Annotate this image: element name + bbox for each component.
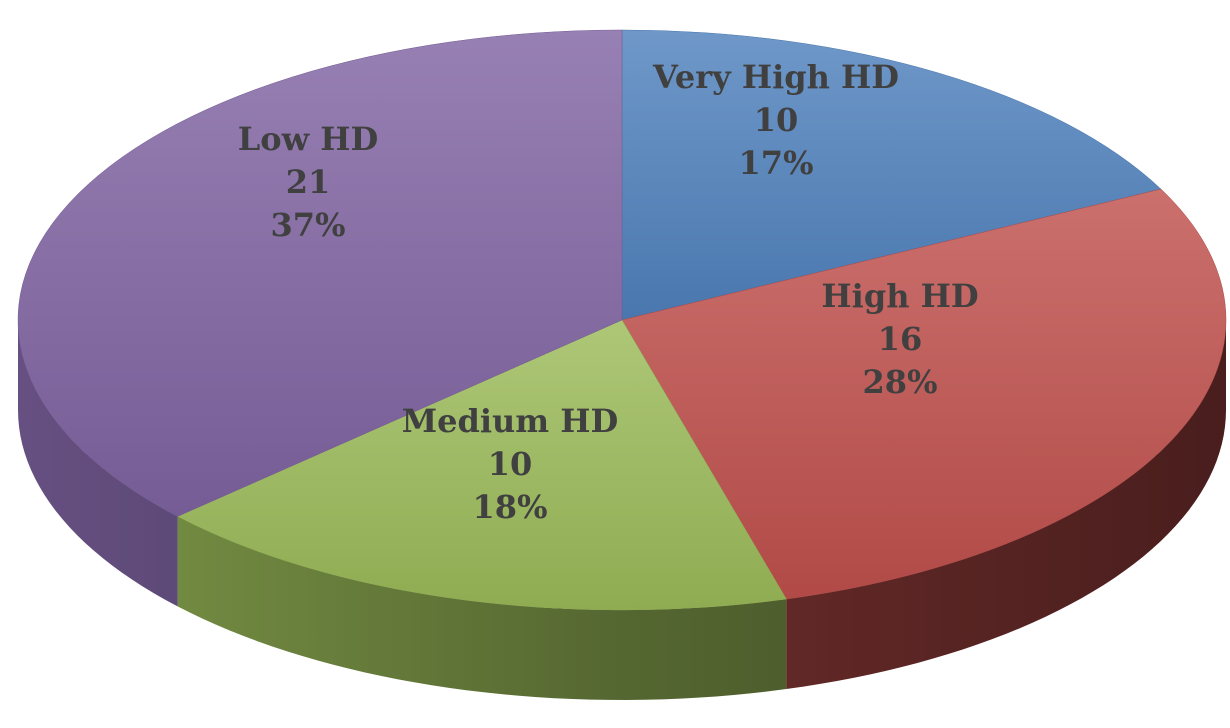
label-percent: 37% [271,206,346,244]
slice-labels: Very High HD 10 17% High HD 16 28% Medium HD 10… [238,58,979,526]
label-category: Medium HD [402,402,619,440]
slice-very-high-hd [621,29,1162,321]
label-value: 10 [488,445,533,483]
slice-medium-hd [177,319,787,611]
data-label-very-high-hd: Very High HD 10 17% [652,58,899,182]
pie-tops [17,29,1227,611]
slice-high-hd [621,188,1227,600]
data-label-medium-hd: Medium HD 10 18% [402,402,619,526]
label-value: 16 [878,320,923,358]
data-label-low-hd: Low HD 21 37% [238,120,379,244]
label-percent: 18% [473,488,548,526]
label-category: Low HD [238,120,379,158]
label-category: High HD [821,277,978,315]
slice-side-low-hd [18,320,178,607]
label-value: 21 [286,163,331,201]
pie-sides [18,320,1226,700]
label-category: Very High HD [652,58,899,96]
slice-low-hd [17,29,623,517]
slice-side-medium-hd [177,516,787,700]
data-label-high-hd: High HD 16 28% [821,277,978,401]
slice-side-high-hd [786,320,1226,690]
label-percent: 28% [863,363,938,401]
label-value: 10 [754,101,799,139]
label-percent: 17% [739,144,814,182]
